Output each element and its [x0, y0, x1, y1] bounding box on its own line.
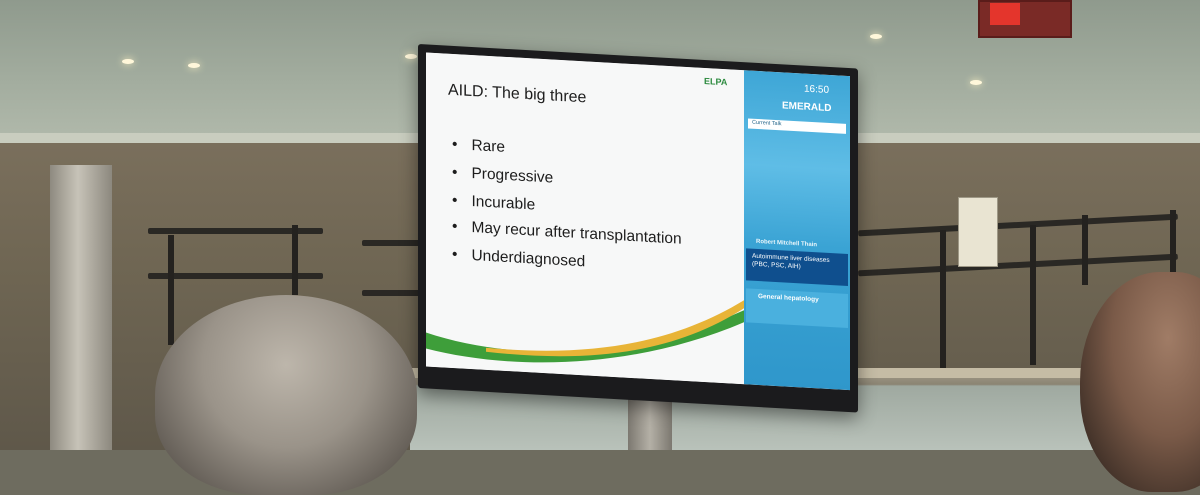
ceiling-light	[405, 54, 417, 59]
elpa-logo: ELPA	[704, 75, 728, 88]
bullet-item: May recur after transplantation	[452, 218, 681, 249]
bullet-item: Progressive	[452, 164, 553, 188]
ceiling-light	[870, 34, 882, 39]
room-name: EMERALD	[782, 100, 832, 115]
rack-post	[292, 225, 298, 295]
slide: ELPA AILD: The big three Rare Progressiv…	[426, 52, 744, 385]
coat-rack	[148, 228, 323, 234]
coat-rack	[148, 273, 323, 279]
rack-post	[940, 230, 946, 375]
ceiling-light	[970, 80, 982, 85]
talk-title-box: Autoimmune liver diseases (PBC, PSC, AIH…	[746, 248, 848, 287]
talk-title: Autoimmune liver diseases (PBC, PSC, AIH…	[752, 252, 830, 271]
wall-notice	[958, 197, 998, 267]
audience-head	[155, 295, 417, 495]
coat-rack	[362, 290, 422, 296]
speaker-name: Robert Mitchell Thain	[756, 238, 818, 249]
rack-post	[168, 235, 174, 345]
slide-title: AILD: The big three	[448, 81, 587, 107]
clock: 16:50	[804, 83, 830, 96]
ceiling-light	[188, 63, 200, 68]
slide-swoosh	[426, 300, 744, 385]
rack-post	[1030, 225, 1036, 365]
session-box: General hepatology	[746, 288, 848, 329]
pillar	[50, 165, 112, 450]
ceiling-light	[122, 59, 134, 64]
exit-sign-icon	[990, 3, 1020, 25]
monitor: ELPA AILD: The big three Rare Progressiv…	[418, 44, 858, 413]
session-panel: 16:50 EMERALD Current Talk Robert Mitche…	[744, 70, 850, 391]
current-talk-bar: Current Talk	[748, 118, 846, 134]
session-name: General hepatology	[758, 293, 819, 304]
current-talk-label: Current Talk	[752, 119, 782, 128]
coat-rack	[362, 240, 422, 246]
bullet-item: Rare	[452, 136, 505, 157]
rack-post	[1082, 215, 1088, 285]
bullet-item: Incurable	[452, 192, 535, 215]
screen: ELPA AILD: The big three Rare Progressiv…	[426, 52, 850, 391]
rack-post	[1170, 210, 1176, 290]
